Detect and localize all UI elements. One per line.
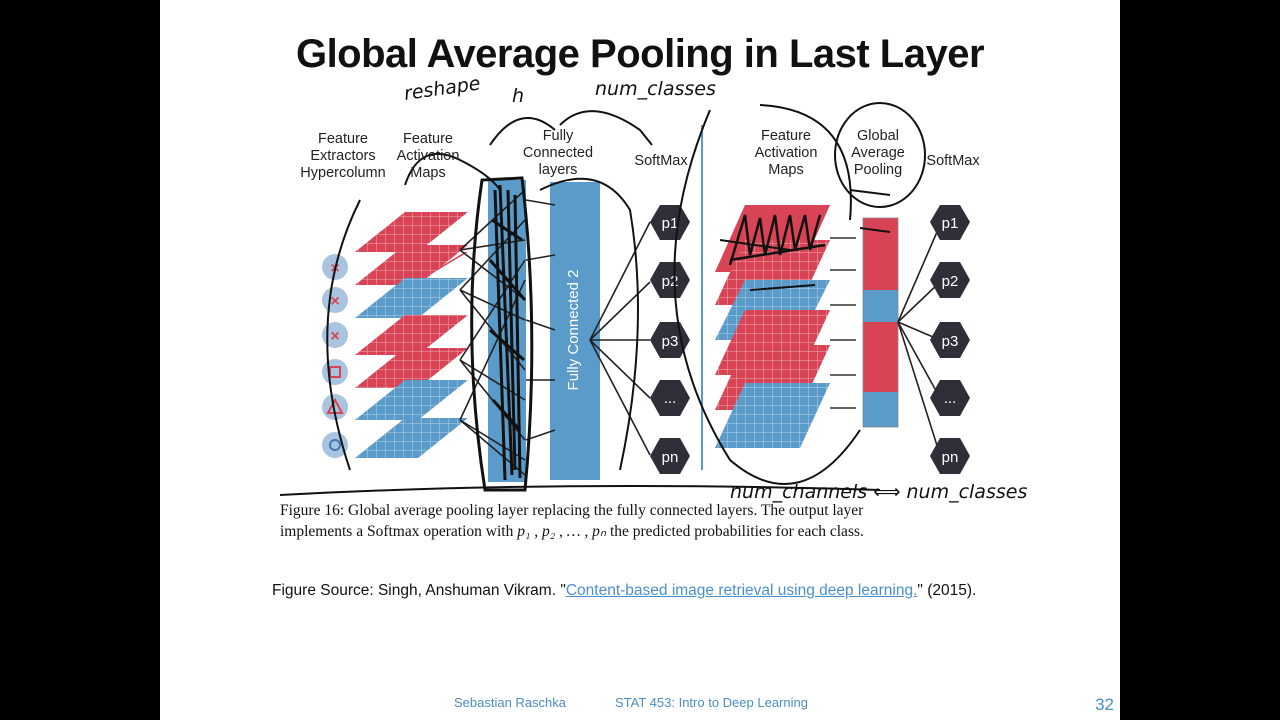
footer-course: STAT 453: Intro to Deep Learning [615,695,808,710]
caption-line2-post: the predicted probabilities for each cla… [606,523,864,540]
caption-line2-math: p₁ , p₂ , … , pₙ [517,523,607,540]
footer-author: Sebastian Raschka [454,695,567,710]
hex-right-4: ... [944,390,957,407]
cnn-figure: × × × Fully Connected 2 [279,72,1027,503]
source-prefix: Figure Source: Singh, Anshuman Vikram. " [272,582,566,599]
label-softmax-left: SoftMax [634,153,688,169]
label-softmax-right: SoftMax [926,153,980,169]
page-number: 32 [1095,695,1114,714]
label-global-average-pooling: Global Average Pooling [851,128,905,178]
caption-line1: Figure 16: Global average pooling layer … [280,502,864,519]
handwritten-annotations [279,102,926,496]
handwritten-num-classes: num_classes [595,78,716,100]
gap-arrows [830,237,856,409]
source-link[interactable]: Content-based image retrieval using deep… [565,582,918,599]
gap-to-softmax-lines [897,224,941,456]
hex-left-4: ... [664,390,677,407]
fc2-column [550,182,600,480]
hex-right-1: p1 [942,215,959,232]
softmax-hex-right: p1 p2 p3 ... pn [930,205,970,474]
hex-right-5: pn [942,449,959,466]
slide: Global Average Pooling in Last Layer [160,0,1120,720]
feature-maps-stack-left [355,212,468,458]
figure-source: Figure Source: Singh, Anshuman Vikram. "… [272,582,976,600]
figure-caption: Figure 16: Global average pooling layer … [280,500,1000,542]
hex-left-2: p2 [662,273,679,290]
gap-column [862,217,899,428]
feature-maps-stack-right [715,205,830,448]
label-feature-activation-maps: Feature Activation Maps [396,131,460,181]
handwritten-scribble-fc [470,176,534,492]
handwritten-num-channels: num_channels ⟺ num_classes [730,481,1027,503]
hex-right-3: p3 [942,333,959,350]
label-feature-activation-maps-right: Feature Activation Maps [754,128,818,178]
handwritten-h: h [512,85,524,107]
svg-text:×: × [330,293,339,310]
softmax-hex-left: p1 p2 p3 ... pn [650,205,690,474]
hex-right-2: p2 [942,273,959,290]
hex-left-1: p1 [662,215,679,232]
fc2-label: Fully Connected 2 [565,270,582,391]
label-feature-extractors: Feature Extractors Hypercolumn [300,131,386,181]
hex-left-5: pn [662,449,679,466]
input-icons: × × × [322,254,348,458]
handwritten-reshape: reshape [403,72,482,104]
slide-title: Global Average Pooling in Last Layer [295,32,985,76]
hex-left-3: p3 [662,333,679,350]
caption-line2-pre: implements a Softmax operation with [280,523,518,540]
label-fully-connected-layers: Fully Connected layers [522,128,594,178]
source-suffix: " (2015). [917,582,977,599]
handwritten-scribble-map [728,214,826,266]
svg-text:×: × [330,328,339,345]
